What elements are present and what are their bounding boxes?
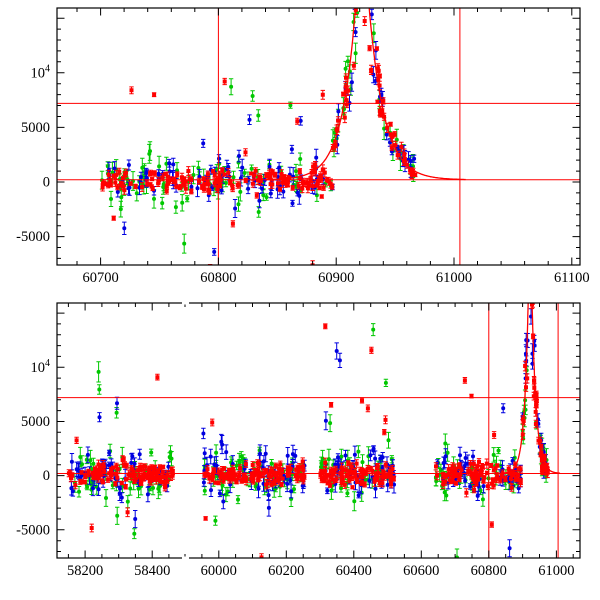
- x-tick-label: 61100: [554, 270, 590, 286]
- x-tick-label: 61000: [538, 563, 574, 579]
- axis-break-gap-top: [182, 301, 189, 305]
- y-tick-label: 104: [31, 63, 51, 81]
- x-tick-label: 60800: [471, 563, 507, 579]
- y-tick-label: -5000: [16, 522, 50, 538]
- y-tick-label: 5000: [21, 120, 50, 136]
- x-tick-label: 60200: [268, 563, 304, 579]
- top-blue-errorbars: [106, 8, 417, 256]
- top-red-markers: [100, 8, 418, 265]
- x-tick-label: 60800: [200, 270, 236, 286]
- y-tick-label: 0: [43, 175, 50, 191]
- bottom-frame: [56, 302, 581, 559]
- bottom-axis-ticks: [57, 303, 580, 558]
- y-tick-label: 0: [43, 468, 50, 484]
- bottom-red-markers: [66, 303, 550, 558]
- axis-break-gap-bottom: [182, 556, 189, 560]
- x-tick-label: 58200: [67, 563, 103, 579]
- x-tick-label: 61000: [436, 270, 472, 286]
- y-tick-label: 104: [31, 358, 51, 376]
- x-tick-label: 60600: [403, 563, 439, 579]
- x-tick-label: 60000: [201, 563, 237, 579]
- top-blue-markers: [106, 12, 417, 254]
- x-tick-label: 60400: [336, 563, 372, 579]
- top-frame: [56, 7, 581, 266]
- top-axis-ticks: [57, 8, 580, 265]
- bottom-model-curve: [502, 303, 561, 474]
- bottom-red-errorbars: [66, 303, 550, 558]
- bottom-green-errorbars: [72, 323, 549, 558]
- top-red-errorbars: [100, 8, 418, 265]
- x-tick-label: 58400: [134, 563, 170, 579]
- top-model-curve: [265, 8, 466, 181]
- x-tick-label: 60700: [82, 270, 118, 286]
- x-tick-label: 60900: [318, 270, 354, 286]
- bottom-blue-markers: [69, 314, 548, 551]
- y-tick-label: 5000: [21, 414, 50, 430]
- y-tick-label: -5000: [16, 229, 50, 245]
- top-green-errorbars: [99, 8, 416, 254]
- top-panel-data: [57, 8, 580, 265]
- bottom-panel-data: [57, 303, 580, 558]
- bottom-blue-errorbars: [69, 308, 548, 558]
